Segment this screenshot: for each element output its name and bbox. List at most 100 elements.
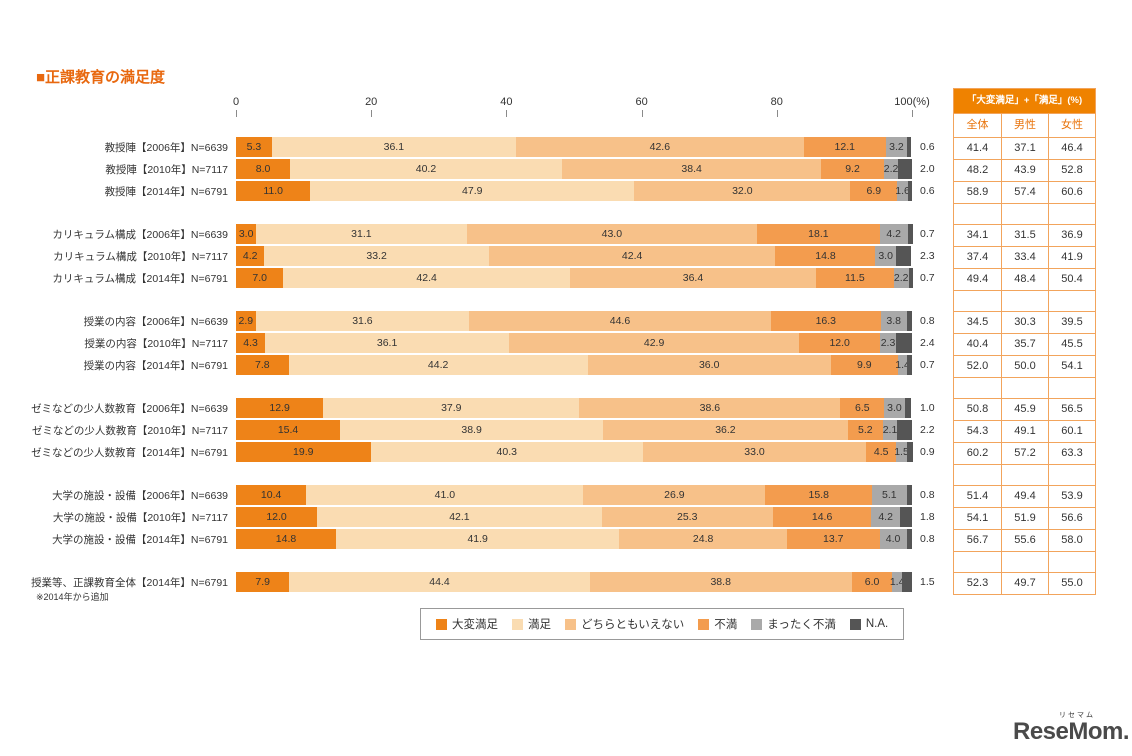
na-value-label: 1.8 [920, 511, 935, 523]
bar-value-label: 40.2 [415, 163, 437, 175]
bar-segment-very-satisfied [236, 355, 289, 375]
bar-segment-dissatisfied [830, 355, 898, 375]
summary-table-header: 「大変満足」+「満足」(%) [954, 89, 1095, 113]
bar-row: 3.0 31.1 43.0 18.1 4.2 0.7 [236, 224, 935, 244]
summary-table-subheader: 全体 男性 女性 [954, 113, 1095, 137]
bar-segment-very-satisfied [236, 224, 257, 244]
na-value-label: 0.9 [920, 446, 935, 458]
axis-tick-label: 100(%) [894, 96, 930, 108]
axis-tick-label: 20 [365, 96, 378, 108]
bar-segment-very-satisfied [236, 268, 284, 288]
summary-table-cell: 52.8 [1048, 160, 1095, 181]
bar-segment-neutral [619, 529, 787, 549]
bar-segment-na [906, 311, 912, 331]
bar-value-label: 2.3 [880, 337, 896, 349]
bar-segment-dissatisfied [757, 224, 880, 244]
bar-segment-satisfied [310, 181, 635, 201]
summary-table-cell [954, 291, 1001, 311]
bar-value-label: 4.2 [878, 511, 893, 523]
bar-value-label: 42.1 [449, 511, 470, 523]
summary-table-cell: 58.9 [966, 186, 989, 198]
summary-table-gap-row [954, 203, 1095, 224]
summary-table-cell: 45.5 [1048, 334, 1095, 355]
bar-value-label: 12.0 [266, 511, 287, 523]
legend-item: まったく不満 [751, 616, 836, 632]
page-title: ■正課教育の満足度 [36, 69, 166, 86]
bar-value-label: 13.7 [823, 533, 844, 545]
summary-table-cell: 60.6 [1048, 182, 1095, 203]
summary-table-row: 41.4 37.1 46.4 [954, 137, 1095, 159]
bar-value-label: 9.2 [845, 163, 860, 175]
bar-segment-very-satisfied [236, 137, 272, 157]
bar-segment-dissatisfied [786, 529, 880, 549]
bar-row: 5.3 36.1 42.6 12.1 3.2 0.6 [236, 137, 935, 157]
bar-segment-very-satisfied [236, 572, 290, 592]
summary-table-cell: 50.8 [966, 403, 989, 415]
summary-table-cell [954, 465, 1001, 485]
summary-table-cell: 30.3 [1001, 312, 1048, 333]
legend-item: どちらともいえない [565, 616, 684, 632]
bar-segment-na [904, 398, 912, 418]
bar-value-label: 25.3 [677, 511, 698, 523]
axis-tick-label: 60 [635, 96, 648, 108]
bar-segment-neutral [469, 311, 771, 331]
bar-value-label: 4.3 [243, 337, 258, 349]
bar-segment-satisfied [289, 572, 590, 592]
bar-value-label: 7.9 [255, 576, 270, 588]
legend-label: まったく不満 [767, 619, 836, 631]
bar-segment-neutral [509, 333, 800, 353]
bar-segment-very-satisfied [236, 311, 256, 331]
bar-value-label: 42.9 [643, 337, 665, 349]
row-label: 授業の内容【2010年】N=7117 [84, 337, 228, 350]
bar-row: 15.4 38.9 36.2 5.2 2.1 2.2 [236, 420, 935, 440]
bar-value-label: 14.8 [815, 250, 836, 262]
bar-value-label: 14.8 [275, 533, 297, 545]
bar-segment-very-dissatisfied [893, 268, 909, 288]
bar-segment-na [907, 224, 913, 244]
bar-value-label: 38.4 [681, 163, 702, 175]
bar-value-label: 1.4 [889, 576, 905, 588]
summary-table-cell [1048, 291, 1095, 311]
bar-value-label: 3.2 [889, 141, 904, 153]
legend-label: 不満 [714, 619, 738, 631]
summary-table-cell [1001, 465, 1048, 485]
row-label: 教授陣【2010年】N=7117 [105, 163, 228, 176]
bar-value-label: 40.3 [496, 446, 517, 458]
bar-segment-satisfied [255, 311, 470, 331]
summary-table-row: 54.3 49.1 60.1 [954, 420, 1095, 442]
bar-value-label: 41.9 [467, 533, 488, 545]
summary-table-cell: 54.1 [1048, 356, 1095, 377]
bar-segment-dissatisfied [816, 268, 894, 288]
summary-table-cell: 60.1 [1048, 421, 1095, 442]
axis-tick-mark [776, 110, 778, 117]
legend-label: どちらともいえない [581, 619, 685, 631]
axis-tick-label: 80 [770, 96, 783, 108]
summary-table-cell [1001, 552, 1048, 572]
bar-segment-na [895, 333, 912, 353]
axis-tick-mark [641, 110, 643, 117]
summary-table-row: 34.5 30.3 39.5 [954, 311, 1095, 333]
bar-row: 7.8 44.2 36.0 9.9 1.4 0.7 [236, 355, 935, 375]
bar-segment-very-satisfied [236, 507, 318, 527]
summary-table-cell: 49.1 [1001, 421, 1048, 442]
legend-swatch-icon [698, 618, 710, 630]
summary-table-cell: 52.3 [966, 577, 989, 589]
bar-segment-dissatisfied [772, 507, 872, 527]
bar-value-label: 12.9 [269, 402, 290, 414]
summary-table-cell: 46.4 [1048, 138, 1095, 159]
bar-row: 7.0 42.4 36.4 11.5 2.2 0.7 [236, 268, 935, 288]
bar-value-label: 42.4 [621, 250, 643, 262]
column-header-josei: 女性 [1048, 114, 1095, 137]
bar-segment-na [907, 181, 912, 201]
na-value-label: 0.7 [920, 359, 935, 371]
bar-value-label: 12.1 [834, 141, 855, 153]
summary-table-cell: 40.4 [966, 338, 989, 350]
bar-segment-neutral [583, 485, 766, 505]
bar-row: 4.2 33.2 42.4 14.8 3.0 2.3 [236, 246, 935, 266]
bar-value-label: 1.5 [894, 446, 909, 458]
bar-segment-na [899, 507, 912, 527]
summary-table-cell: 53.9 [1048, 486, 1095, 507]
bar-segment-neutral [601, 507, 773, 527]
row-label: 授業等、正課教育全体【2014年】N=6791 [31, 576, 228, 589]
bar-segment-neutral [634, 181, 851, 201]
